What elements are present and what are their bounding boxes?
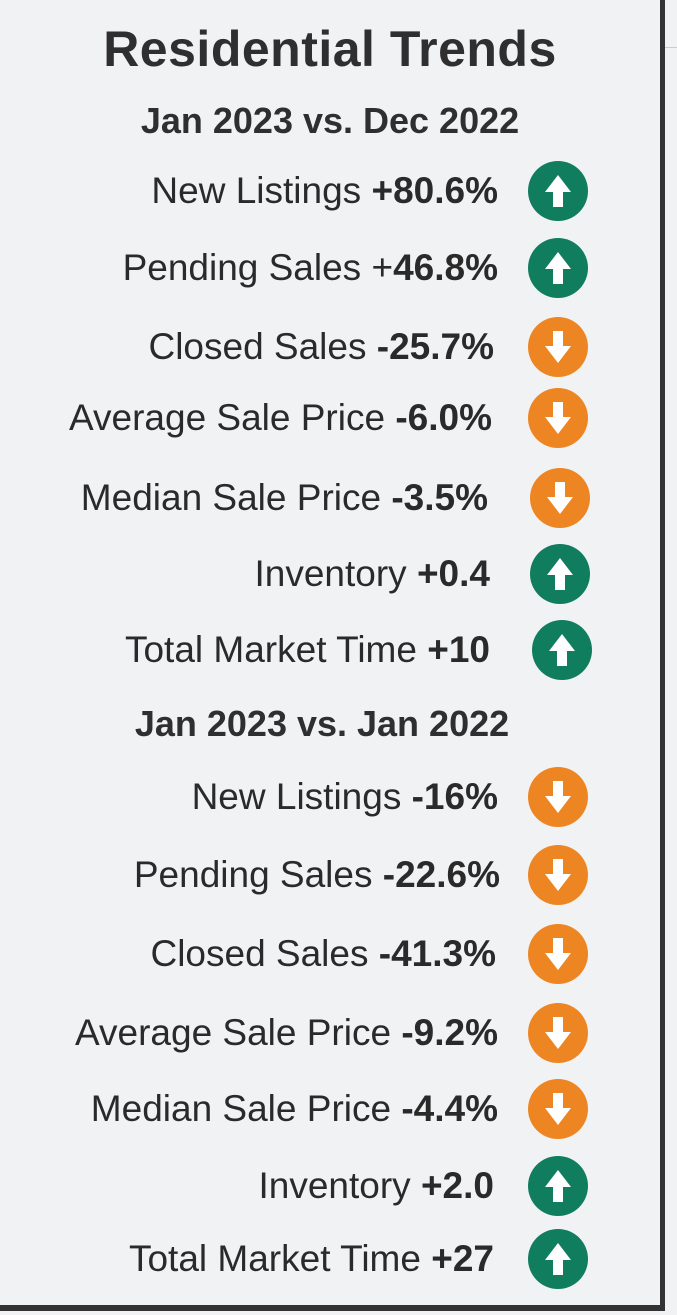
- trend-label: Pending Sales +: [122, 247, 394, 288]
- trend-value: -3.5%: [391, 477, 488, 518]
- trend-label: Median Sale Price: [90, 1088, 392, 1129]
- trend-row: Closed Sales -41.3%: [0, 924, 660, 994]
- arrow-up-icon: [532, 620, 592, 680]
- trend-text: New Listings -16%: [192, 767, 498, 827]
- trend-text: New Listings +80.6%: [151, 161, 498, 221]
- section-heading-month-over-month: Jan 2023 vs. Dec 2022: [140, 100, 520, 141]
- trend-text: Median Sale Price -3.5%: [81, 468, 488, 528]
- trend-text: Average Sale Price -6.0%: [69, 388, 492, 448]
- trend-text: Average Sale Price -9.2%: [75, 1003, 498, 1063]
- trend-label: Average Sale Price: [69, 397, 386, 438]
- trend-label: Pending Sales: [133, 854, 373, 895]
- trend-row: Inventory +0.4: [0, 544, 660, 614]
- arrow-up-icon: [528, 1229, 588, 1289]
- trend-text: Inventory +2.0: [258, 1156, 494, 1216]
- arrow-up-icon: [528, 1156, 588, 1216]
- trend-value: 46.8%: [393, 247, 498, 288]
- arrow-up-icon: [528, 161, 588, 221]
- trend-label: Inventory: [258, 1165, 411, 1206]
- page-title: Residential Trends: [103, 21, 557, 77]
- arrow-down-icon: [528, 1003, 588, 1063]
- arrow-down-icon: [528, 1079, 588, 1139]
- trend-label: Total Market Time: [124, 629, 417, 670]
- trend-label: Total Market Time: [128, 1238, 421, 1279]
- trends-panel: Residential Trends Jan 2023 vs. Dec 2022…: [0, 0, 665, 1311]
- trend-row: Median Sale Price -3.5%: [0, 468, 660, 538]
- trend-text: Pending Sales +46.8%: [123, 238, 498, 298]
- trend-text: Total Market Time +27: [129, 1229, 494, 1289]
- trend-label: New Listings: [191, 776, 402, 817]
- trend-text: Median Sale Price -4.4%: [91, 1079, 498, 1139]
- trend-label: Median Sale Price: [80, 477, 382, 518]
- trend-value: -9.2%: [401, 1012, 498, 1053]
- trend-label: Inventory: [254, 553, 407, 594]
- trend-value: -41.3%: [378, 933, 496, 974]
- trend-value: +0.4: [416, 553, 490, 594]
- trend-value: +80.6%: [371, 170, 498, 211]
- arrow-up-icon: [530, 544, 590, 604]
- arrow-down-icon: [530, 468, 590, 528]
- arrow-down-icon: [528, 317, 588, 377]
- trend-row: Inventory +2.0: [0, 1156, 660, 1226]
- trend-row: Total Market Time +27: [0, 1229, 660, 1299]
- trend-value: +10: [427, 629, 490, 670]
- trend-text: Inventory +0.4: [254, 544, 490, 604]
- trend-row: New Listings -16%: [0, 767, 660, 837]
- trend-row: Closed Sales -25.7%: [0, 317, 660, 387]
- trend-row: New Listings +80.6%: [0, 161, 660, 231]
- trend-row: Pending Sales -22.6%: [0, 845, 660, 915]
- trend-value: -25.7%: [376, 326, 494, 367]
- trend-value: +2.0: [420, 1165, 494, 1206]
- trend-row: Average Sale Price -6.0%: [0, 388, 660, 458]
- arrow-down-icon: [528, 845, 588, 905]
- trend-label: Closed Sales: [150, 933, 369, 974]
- trend-label: Closed Sales: [148, 326, 367, 367]
- trend-value: +27: [431, 1238, 494, 1279]
- section-heading-year-over-year: Jan 2023 vs. Jan 2022: [134, 703, 510, 744]
- trend-value: -4.4%: [401, 1088, 498, 1129]
- trend-row: Average Sale Price -9.2%: [0, 1003, 660, 1073]
- trend-value: -6.0%: [395, 397, 492, 438]
- trend-label: Average Sale Price: [75, 1012, 392, 1053]
- trend-text: Closed Sales -41.3%: [150, 924, 496, 984]
- trend-value: -22.6%: [382, 854, 500, 895]
- trend-text: Total Market Time +10: [125, 620, 490, 680]
- trend-label: New Listings: [151, 170, 362, 211]
- arrow-up-icon: [528, 238, 588, 298]
- trend-value: -16%: [411, 776, 498, 817]
- trend-text: Closed Sales -25.7%: [148, 317, 494, 377]
- trend-row: Pending Sales +46.8%: [0, 238, 660, 308]
- trend-row: Median Sale Price -4.4%: [0, 1079, 660, 1149]
- arrow-down-icon: [528, 767, 588, 827]
- trend-text: Pending Sales -22.6%: [134, 845, 500, 905]
- trend-row: Total Market Time +10: [0, 620, 660, 690]
- arrow-down-icon: [528, 388, 588, 448]
- arrow-down-icon: [528, 924, 588, 984]
